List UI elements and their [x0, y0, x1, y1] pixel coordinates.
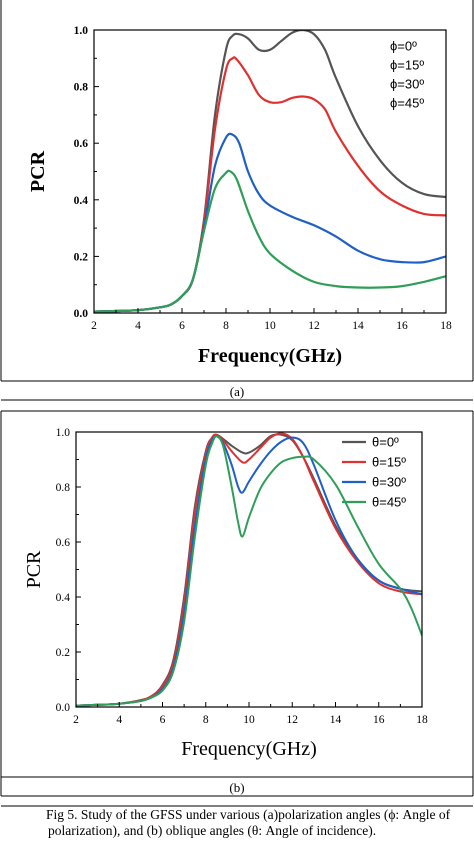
series-line-b-2 [76, 435, 422, 707]
series-line-a-2 [94, 132, 446, 313]
y-tick-label: 0.0 [74, 308, 89, 320]
x-tick-label: 14 [352, 320, 364, 332]
legend-entry-2: θ=30º [372, 475, 406, 490]
x-tick-label: 2 [73, 714, 79, 726]
x-tick-label: 18 [440, 320, 452, 332]
legend-entry-0: ϕ=0º [390, 39, 417, 54]
panel-label-a: (a) [230, 384, 244, 399]
y-tick-label: 0.0 [56, 702, 71, 714]
series-line-b-1 [76, 432, 422, 707]
series-group [76, 432, 422, 707]
legend-entry-1: θ=15º [372, 455, 406, 470]
series-line-b-3 [76, 435, 422, 707]
y-tick-label: 0.8 [56, 482, 71, 494]
x-tick-label: 18 [416, 714, 428, 726]
x-tick-label: 6 [160, 714, 166, 726]
series-line-b-0 [76, 433, 422, 707]
series-group [94, 30, 446, 313]
x-tick-label: 16 [396, 320, 408, 332]
chart-b: 2 4 6 8 10 12 14 16 18 0.0 0.2 0.4 0.6 0.8 1.0 Frequenc… [23, 427, 428, 760]
y-tick-label: 0.8 [74, 82, 89, 94]
legend-entry-2: ϕ=30º [390, 77, 424, 92]
y-tick-label: 1.0 [74, 25, 89, 37]
x-tick-label: 8 [203, 714, 209, 726]
x-axis-label: Frequency(GHz) [198, 345, 342, 367]
series-line-a-3 [94, 169, 446, 313]
legend-entry-1: ϕ=15º [390, 58, 424, 73]
caption-text: Fig 5. Study of the GFSS under various (… [46, 807, 451, 838]
y-axis-label: PCR [23, 550, 45, 588]
x-tick-label: 10 [243, 714, 255, 726]
x-tick-label: 12 [287, 714, 299, 726]
x-tick-label: 4 [116, 714, 122, 726]
y-axis-label: PCR [27, 150, 49, 192]
legend-entry-3: θ=45º [372, 495, 406, 510]
y-tick-label: 0.2 [74, 251, 89, 263]
x-tick-label: 2 [91, 320, 97, 332]
y-tick-label: 0.4 [56, 592, 71, 604]
figure-caption: Fig 5. Study of the GFSS under various (… [0, 806, 474, 852]
legend-entry-3: ϕ=45º [390, 96, 424, 111]
x-tick-label: 4 [135, 320, 141, 332]
x-tick-label: 6 [179, 320, 185, 332]
x-tick-label: 8 [223, 320, 229, 332]
panel-frames [0, 0, 474, 807]
chart-a: 2 4 6 8 10 12 14 16 18 0.0 0.2 0.4 0.6 0.8 1.0 Frequenc… [27, 25, 452, 367]
legend-entry-0: θ=0º [372, 435, 399, 450]
x-tick-label: 12 [308, 320, 320, 332]
y-tick-label: 0.4 [74, 195, 89, 207]
y-tick-label: 1.0 [56, 427, 71, 439]
x-tick-label: 10 [264, 320, 276, 332]
panel-label-b: (b) [229, 780, 244, 795]
x-axis-label: Frequency(GHz) [181, 738, 317, 760]
plot-area-frame [75, 431, 423, 708]
x-tick-label: 16 [373, 714, 385, 726]
y-tick-label: 0.2 [56, 647, 71, 659]
legend: θ=0º θ=15º θ=30º θ=45º [342, 435, 406, 510]
legend: ϕ=0º ϕ=15º ϕ=30º ϕ=45º [390, 39, 424, 111]
y-tick-label: 0.6 [56, 537, 71, 549]
x-tick-label: 14 [330, 714, 342, 726]
y-tick-label: 0.6 [74, 138, 89, 150]
